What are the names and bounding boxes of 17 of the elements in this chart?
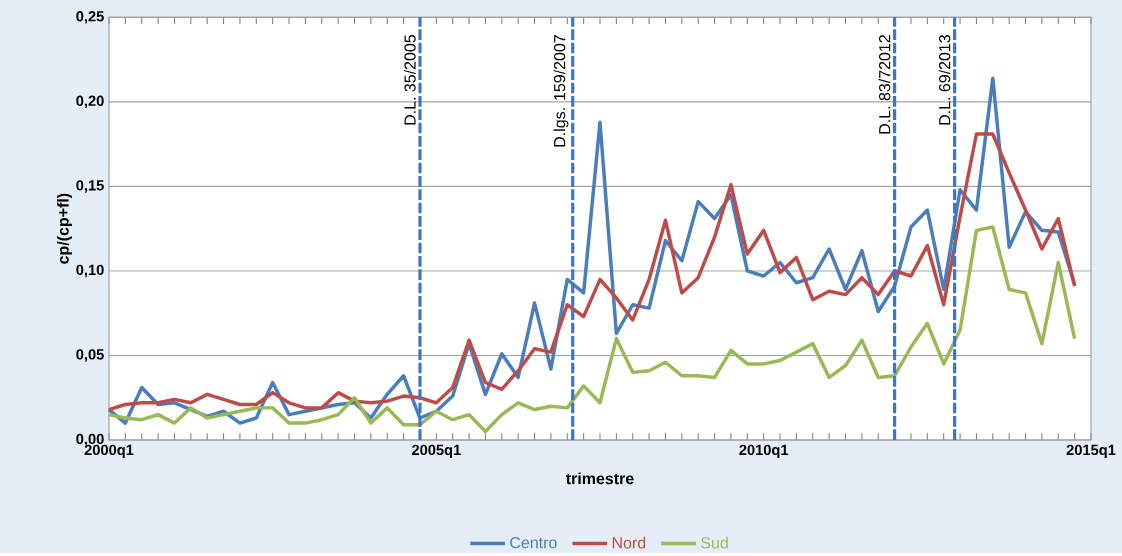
- ref-line-label: D.L. 69/2013: [938, 35, 951, 125]
- x-tick-label: 2005q1: [411, 444, 461, 459]
- text: Nord: [612, 536, 646, 549]
- ref-line-label: D.L. 83/72012: [878, 35, 891, 134]
- y-tick-label: 0,10: [76, 264, 104, 278]
- y-tick-label: 0,05: [76, 349, 104, 362]
- text: Centro: [510, 537, 557, 549]
- y-axis-title: cp/(cp+fl): [57, 193, 72, 264]
- x-axis-title: trimestre: [565, 472, 634, 485]
- y-tick-label: 0,15: [76, 180, 104, 193]
- y-tick-label: 0,20: [76, 95, 104, 109]
- ref-line-label: D.lgs. 159/2007: [553, 35, 569, 147]
- ref-line-label: D.L. 35/2005: [403, 35, 416, 125]
- y-tick-label: 0,25: [76, 11, 104, 24]
- x-tick-label: 2015q1: [1066, 444, 1116, 459]
- text: Sud: [701, 536, 728, 549]
- x-tick-label: 2010q1: [739, 444, 789, 459]
